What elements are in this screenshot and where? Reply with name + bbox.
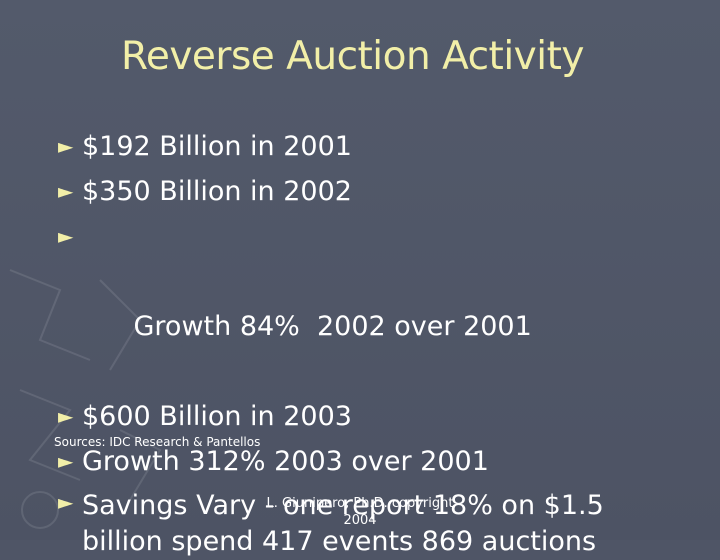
bullet-item: ► Growth 312% 2003 over 2001: [58, 439, 708, 484]
bullet-text: Growth 84% 2002 over 2001: [133, 311, 532, 342]
footer-line: L. Giunipero, Ph.D. copyright: [266, 496, 454, 511]
bullet-arrow-icon: ►: [58, 179, 74, 203]
bullet-arrow-icon: ►: [58, 449, 74, 473]
bullet-text: $600 Billion in 2003: [82, 401, 352, 432]
bullet-item: ► Growth 84% 2002 over 2001: [58, 214, 708, 394]
bullet-arrow-icon: ►: [58, 134, 74, 158]
bullet-text: $192 Billion in 2001: [82, 131, 352, 162]
bullet-text: $350 Billion in 2002: [82, 176, 352, 207]
bullet-item: ► $600 Billion in 2003: [58, 394, 708, 439]
sources-note: Sources: IDC Research & Pantellos: [54, 435, 261, 449]
bullet-text: Growth 312% 2003 over 2001: [82, 446, 489, 477]
bullet-arrow-icon: ►: [58, 404, 74, 428]
decorative-watermark-graphic: [9, 269, 162, 529]
copyright-footer: L. Giunipero, Ph.D. copyright 2004: [255, 495, 465, 529]
footer-line: 2004: [343, 513, 377, 528]
bullet-item: ► $192 Billion in 2001: [58, 124, 708, 169]
slide-title: Reverse Auction Activity: [121, 34, 584, 79]
bullet-item: ► $350 Billion in 2002: [58, 169, 708, 214]
bullet-arrow-icon: ►: [58, 224, 74, 248]
bullet-arrow-icon: ►: [58, 490, 74, 514]
